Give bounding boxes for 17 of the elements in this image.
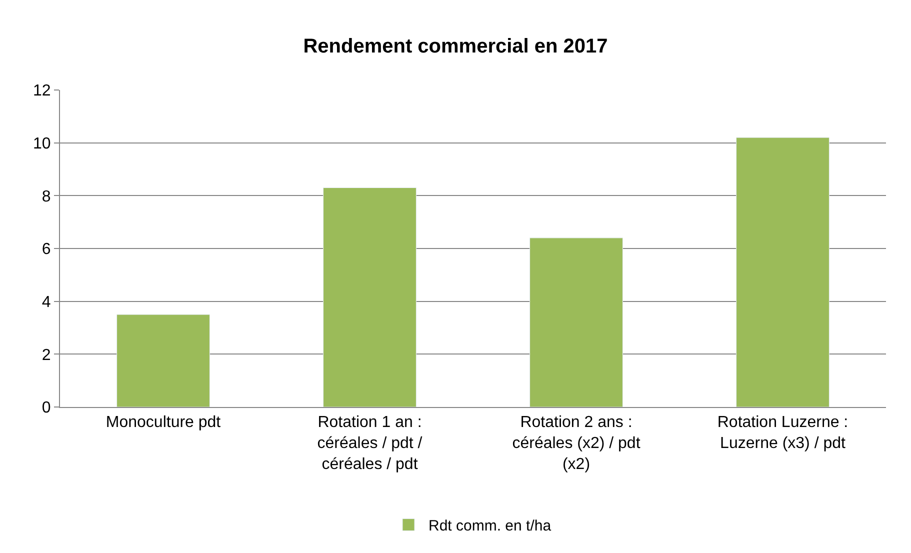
y-tick-label: 4 — [42, 294, 51, 311]
bar — [323, 187, 416, 407]
bar — [736, 137, 830, 407]
y-tick-label: 8 — [42, 188, 51, 206]
y-tick-label: 6 — [42, 241, 51, 258]
y-tick-label: 0 — [42, 400, 51, 417]
y-tick-label: 10 — [33, 135, 51, 152]
chart-title: Rendement commercial en 2017 — [303, 36, 608, 58]
y-tick-label: 12 — [33, 82, 51, 100]
x-tick-label: Rotation 1 an : céréales / pdt / céréales / pdt — [317, 414, 423, 473]
y-tick-label: 2 — [42, 346, 51, 364]
bar — [530, 238, 623, 407]
legend-label: Rdt comm. en t/ha — [428, 518, 552, 535]
x-tick-label: Rotation 2 ans : céréales (x2) / pdt (x2) — [512, 414, 641, 473]
x-tick-label: Rotation Luzerne : Luzerne (x3) / pdt — [717, 414, 848, 452]
bar — [116, 314, 210, 407]
x-tick-label: Monoculture pdt — [106, 414, 222, 432]
